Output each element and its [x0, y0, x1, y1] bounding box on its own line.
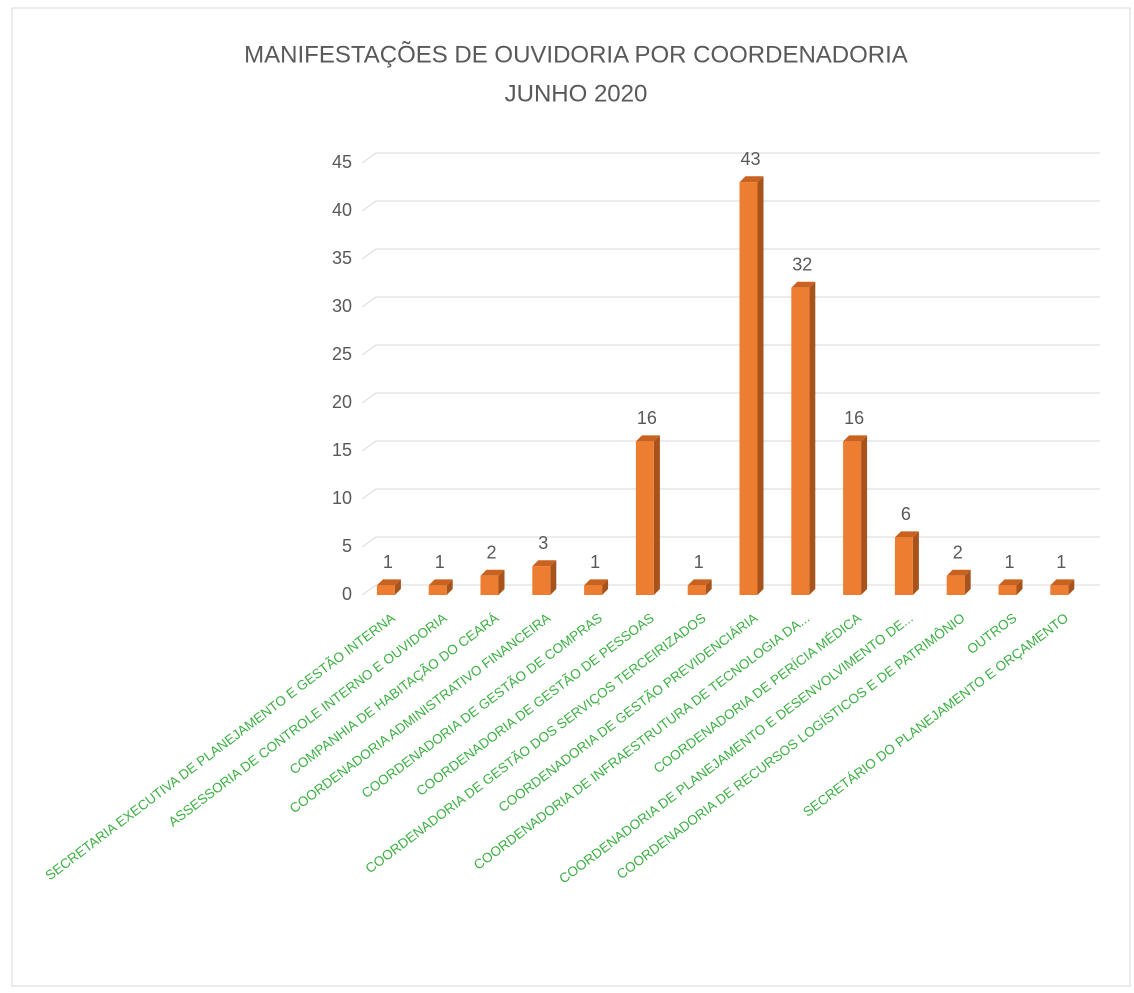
bar-front	[946, 575, 965, 595]
bar	[843, 435, 868, 595]
data-label: 1	[435, 552, 445, 572]
bar-top	[584, 579, 609, 586]
data-label: 1	[694, 552, 704, 572]
bar-side	[912, 531, 919, 595]
bar-top	[894, 531, 919, 538]
bar-top	[1050, 579, 1075, 586]
data-label: 3	[538, 533, 548, 553]
data-label: 16	[637, 408, 657, 428]
y-tick-label: 0	[342, 584, 352, 604]
bar-side	[394, 579, 401, 595]
bar-front	[791, 287, 810, 595]
chart-title: JUNHO 2020	[505, 80, 648, 107]
bar-top	[946, 569, 971, 576]
chart-title: MANIFESTAÇÕES DE OUVIDORIA POR COORDENAD…	[244, 40, 908, 68]
bar-side	[550, 560, 557, 595]
bar-side	[602, 579, 609, 595]
data-label: 1	[590, 552, 600, 572]
bar-front	[739, 182, 758, 595]
data-label: 32	[792, 255, 812, 275]
bar	[998, 579, 1023, 595]
bar	[946, 569, 971, 595]
data-label: 16	[844, 408, 864, 428]
bar	[635, 435, 660, 595]
bar	[480, 569, 505, 595]
y-tick-label: 15	[332, 440, 352, 460]
y-tick-label: 10	[332, 488, 352, 508]
bar	[791, 281, 816, 595]
bar	[894, 531, 919, 595]
y-tick-label: 35	[332, 248, 352, 268]
bar-front	[584, 585, 603, 595]
bar	[687, 579, 712, 595]
bar-side	[757, 176, 764, 595]
bar-side	[964, 569, 971, 595]
bar-top	[739, 176, 764, 183]
bar-front	[532, 566, 551, 595]
y-tick-label: 5	[342, 536, 352, 556]
bar-top	[376, 579, 401, 586]
bar	[584, 579, 609, 595]
y-tick-label: 40	[332, 200, 352, 220]
bar-front	[428, 585, 447, 595]
bar	[376, 579, 401, 595]
chart-frame	[11, 7, 1131, 987]
bar-side	[809, 281, 816, 595]
grid-line	[361, 392, 1100, 404]
bar-side	[1016, 579, 1023, 595]
bar-top	[998, 579, 1023, 586]
y-tick-label: 20	[332, 392, 352, 412]
data-label: 1	[1056, 552, 1066, 572]
grid-line	[361, 200, 1100, 212]
bar-front	[687, 585, 706, 595]
bar-top	[635, 435, 660, 442]
grid-line	[361, 152, 1100, 164]
data-label: 2	[953, 543, 963, 563]
data-label: 1	[383, 552, 393, 572]
bar-side	[861, 435, 868, 595]
bar-side	[1068, 579, 1075, 595]
bar	[739, 176, 764, 595]
bar	[428, 579, 453, 595]
bar-front	[894, 537, 913, 595]
y-tick-label: 45	[332, 152, 352, 172]
bar-top	[791, 281, 816, 288]
bar	[1050, 579, 1075, 595]
bar-front	[998, 585, 1017, 595]
grid-line	[361, 344, 1100, 356]
bar-top	[687, 579, 712, 586]
bar-side	[498, 569, 505, 595]
data-label: 1	[1004, 552, 1014, 572]
grid-line	[361, 248, 1100, 260]
data-label: 6	[901, 504, 911, 524]
bar-front	[480, 575, 499, 595]
bar-side	[446, 579, 453, 595]
bar-side	[653, 435, 660, 595]
bar-top	[428, 579, 453, 586]
bar-front	[376, 585, 395, 595]
data-label: 2	[486, 543, 496, 563]
grid-line	[361, 296, 1100, 308]
bar-front	[843, 441, 862, 595]
bar	[532, 560, 557, 595]
y-tick-label: 25	[332, 344, 352, 364]
data-label: 43	[740, 149, 760, 169]
bar-top	[532, 560, 557, 567]
y-tick-label: 30	[332, 296, 352, 316]
bar-top	[480, 569, 505, 576]
bar-side	[705, 579, 712, 595]
bar-front	[635, 441, 654, 595]
bar-front	[1050, 585, 1069, 595]
bar-top	[843, 435, 868, 442]
